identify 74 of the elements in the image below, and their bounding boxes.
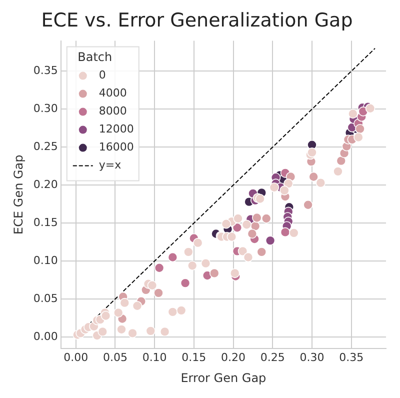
point	[269, 182, 280, 192]
point	[120, 298, 130, 308]
point	[354, 132, 364, 142]
point	[256, 247, 267, 257]
point	[255, 194, 265, 204]
legend-label: 8000	[98, 104, 127, 118]
y-axis-title: ECE Gen Gap	[11, 154, 26, 234]
point	[176, 306, 186, 316]
x-tick-label: 0.10	[142, 350, 167, 364]
x-axis-title: Error Gen Gap	[180, 370, 266, 385]
point	[316, 178, 326, 188]
point	[98, 326, 108, 337]
x-tick-label: 0.35	[339, 350, 364, 364]
point	[365, 103, 376, 114]
y-tick-label: 0.00	[33, 330, 58, 343]
point	[242, 220, 252, 230]
chart-title: ECE vs. Error Generalization Gap	[41, 9, 353, 32]
point	[252, 212, 262, 223]
point	[280, 186, 290, 196]
x-tick-label: 0.05	[102, 350, 128, 364]
point	[154, 262, 164, 273]
point	[113, 308, 124, 318]
y-tick-label: 0.15	[33, 216, 58, 229]
point	[307, 148, 317, 158]
point	[160, 326, 170, 337]
point	[230, 268, 240, 278]
point	[132, 300, 142, 311]
point	[184, 247, 194, 257]
y-tick-label: 0.35	[33, 64, 58, 78]
y-tick-label: 0.10	[33, 254, 58, 267]
x-tick-label: 0.30	[300, 350, 324, 364]
point	[265, 236, 276, 246]
x-tick-label: 0.00	[64, 350, 88, 364]
point	[168, 252, 178, 262]
y-tick-label: 0.25	[33, 140, 58, 153]
legend-label: y=x	[98, 158, 122, 172]
point	[154, 288, 164, 298]
legend-title: Batch	[78, 50, 112, 64]
point	[147, 280, 158, 290]
x-tick-label: 0.20	[221, 350, 246, 364]
point	[209, 268, 220, 278]
point	[116, 324, 126, 334]
legend-label: 4000	[98, 86, 127, 100]
point	[247, 228, 258, 239]
point	[261, 214, 272, 224]
point	[333, 166, 343, 176]
legend-label: 12000	[98, 122, 134, 136]
point	[280, 227, 290, 238]
point	[200, 258, 211, 268]
legend-label: 0	[98, 68, 106, 82]
x-tick-label: 0.25	[260, 350, 285, 364]
point	[303, 200, 313, 210]
point	[336, 156, 346, 166]
point	[100, 310, 111, 321]
point	[168, 307, 178, 317]
point	[289, 228, 299, 238]
point	[180, 278, 190, 288]
point	[221, 218, 232, 229]
point	[226, 232, 237, 242]
point	[192, 238, 203, 248]
legend-label: 16000	[98, 140, 134, 154]
x-tick-label: 0.15	[182, 350, 206, 364]
point	[187, 260, 198, 271]
point	[233, 214, 243, 224]
point	[348, 108, 358, 119]
y-tick-label: 0.20	[33, 178, 58, 191]
point	[232, 222, 242, 233]
point	[238, 246, 248, 256]
point	[308, 172, 318, 182]
point	[243, 252, 254, 262]
point	[128, 328, 138, 338]
y-tick-label: 0.30	[33, 102, 58, 116]
y-tick-label: 0.05	[33, 292, 58, 305]
point	[146, 326, 156, 336]
